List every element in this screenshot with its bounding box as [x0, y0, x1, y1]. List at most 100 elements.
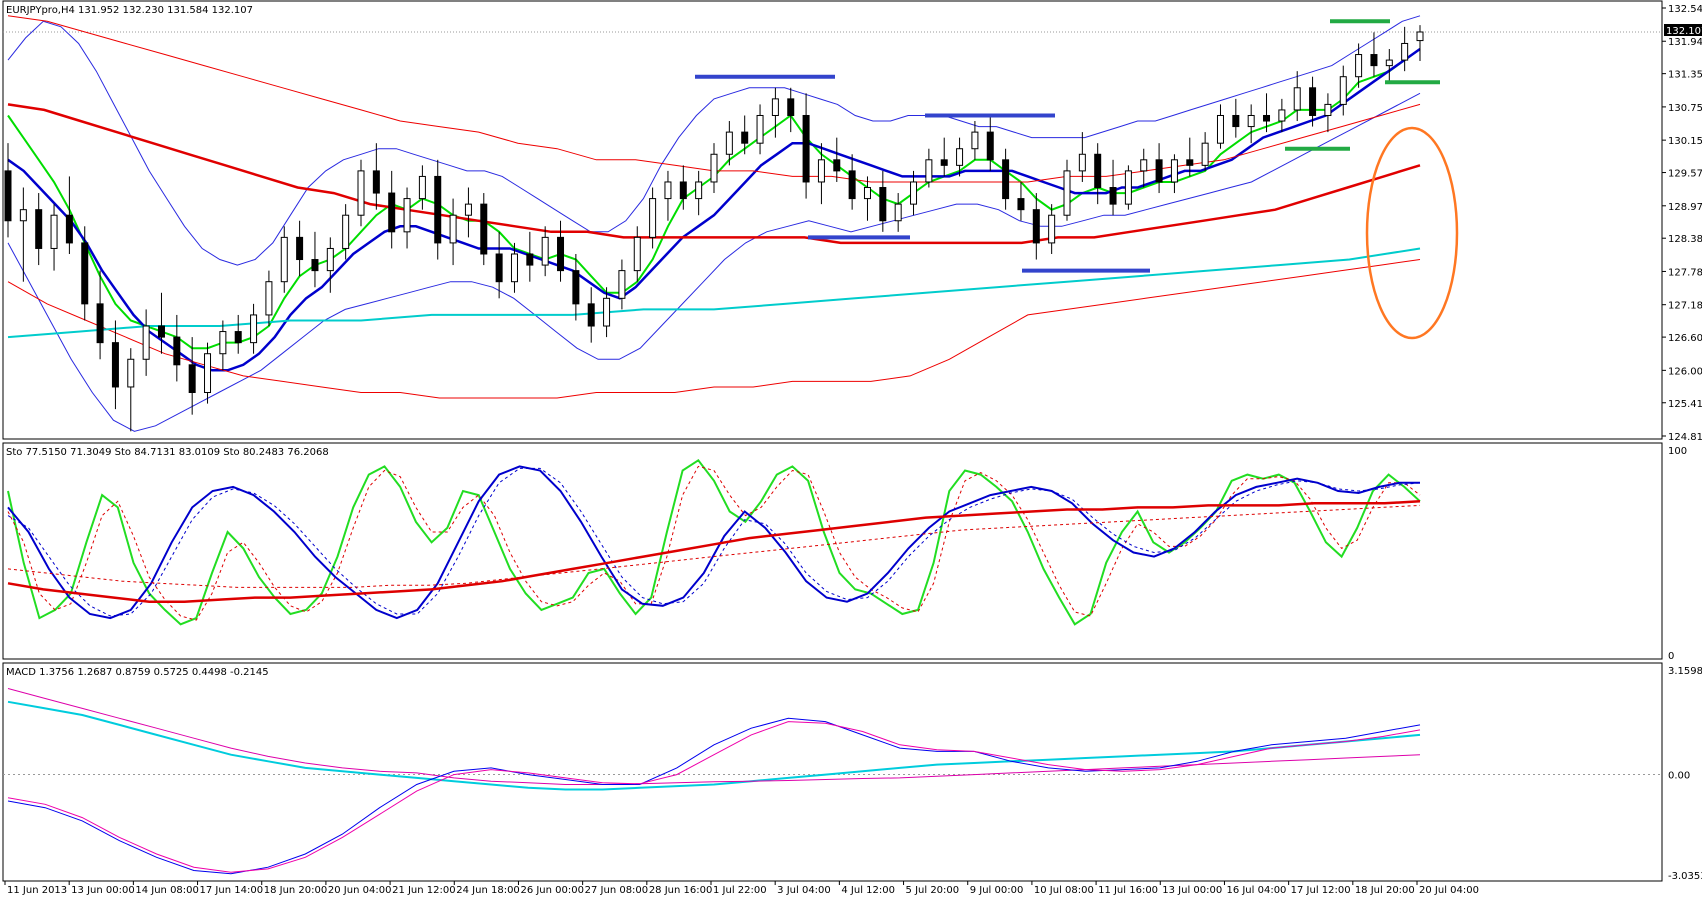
candle-body [1416, 31, 1424, 42]
candle-body [1216, 114, 1224, 144]
candle-body [1309, 87, 1317, 116]
price-panel-title: EURJPYpro,H4 131.952 132.230 131.584 132… [6, 5, 253, 16]
macd-series [7, 688, 1421, 785]
candle [265, 270, 273, 327]
candle-body [940, 159, 948, 166]
candle [219, 320, 227, 371]
candle [495, 231, 503, 299]
candle-body [265, 281, 273, 316]
candle [204, 342, 212, 404]
stochastic-series [7, 458, 1421, 626]
candle [741, 115, 749, 155]
y-tick-label: 129.570 [1668, 169, 1702, 180]
candle-body [1032, 209, 1040, 244]
candle [81, 226, 89, 321]
candle [1355, 43, 1363, 88]
candle [956, 137, 964, 177]
candle [464, 187, 472, 238]
candle [1170, 154, 1178, 194]
candle-body [96, 303, 104, 344]
candle [894, 193, 902, 232]
candle-body [388, 192, 396, 233]
candle [1309, 76, 1317, 127]
candle [833, 137, 841, 182]
candle [173, 314, 181, 382]
candle-body [817, 159, 825, 183]
stochastic-panel-title: Sto 77.5150 71.3049 Sto 84.7131 83.0109 … [6, 447, 329, 458]
candle [817, 143, 825, 205]
candle-body [986, 131, 994, 161]
price-line-bb_upper_blue [7, 15, 1421, 266]
candle [925, 148, 933, 188]
candle [1216, 104, 1224, 149]
candle-body [541, 236, 549, 266]
candle [1032, 193, 1040, 260]
candle [603, 287, 611, 338]
y-tick-label: 124.815 [1668, 432, 1702, 443]
candle [756, 104, 764, 155]
candle-body [357, 170, 365, 216]
candle-body [418, 175, 426, 200]
candle-body [1094, 153, 1102, 189]
candle [725, 121, 733, 166]
candle-body [449, 214, 457, 244]
price-line-ma_red_thick [7, 103, 1421, 245]
candle [1063, 159, 1071, 221]
candle [127, 348, 135, 432]
candle [326, 237, 334, 293]
candle [1339, 65, 1347, 116]
candle [250, 303, 258, 354]
candle-body [219, 331, 227, 355]
candle-body [756, 114, 764, 144]
macd-panel-frame [2, 662, 1663, 882]
candle-body [1170, 159, 1178, 183]
x-tick-label: 18 Jul 20:00 [1355, 885, 1415, 896]
candle [649, 187, 657, 249]
y-tick-label: 0.00 [1668, 771, 1690, 782]
candle [296, 220, 304, 277]
candle [1094, 143, 1102, 205]
x-tick-label: 1 Jul 22:00 [713, 885, 767, 896]
candle [480, 193, 488, 266]
candle-body [695, 181, 703, 200]
candle [572, 253, 580, 321]
candle-body [403, 198, 411, 233]
candle [848, 154, 856, 210]
candle-body [4, 170, 12, 222]
price-line-envelope_red_lower [7, 259, 1421, 399]
candle-body [65, 214, 73, 244]
x-tick-label: 10 Jul 08:00 [1034, 885, 1094, 896]
price-tag: 132.107 [1664, 24, 1702, 37]
candle [1385, 48, 1393, 83]
candle-body [649, 198, 657, 238]
y-tick-label: 126.600 [1668, 333, 1702, 344]
x-tick-label: 11 Jun 2013 [7, 885, 67, 896]
candle-body [633, 236, 641, 272]
y-tick-label: 132.540 [1668, 4, 1702, 15]
candle [1155, 143, 1163, 194]
candle [787, 87, 795, 133]
candle-body [1324, 103, 1332, 116]
candle-body [1063, 170, 1071, 216]
candle-body [664, 181, 672, 200]
candle-body [142, 325, 150, 360]
candle [1109, 159, 1117, 216]
candle-body [326, 247, 334, 272]
candle-body [296, 236, 304, 261]
candle-body [250, 314, 258, 344]
stochastic-plot [7, 458, 1421, 626]
candle-body [111, 342, 119, 388]
candle-body [910, 181, 918, 205]
candle-body [572, 270, 580, 305]
candle [50, 204, 58, 271]
candle [280, 226, 288, 293]
y-tick-label: 128.970 [1668, 202, 1702, 213]
candle-body [157, 325, 165, 338]
candle-body [342, 214, 350, 249]
stochastic-series [7, 500, 1421, 603]
stochastic-series [7, 504, 1421, 588]
candle [372, 143, 380, 210]
candle-body [311, 259, 319, 272]
macd-series [7, 721, 1421, 873]
candle-body [1247, 114, 1255, 128]
